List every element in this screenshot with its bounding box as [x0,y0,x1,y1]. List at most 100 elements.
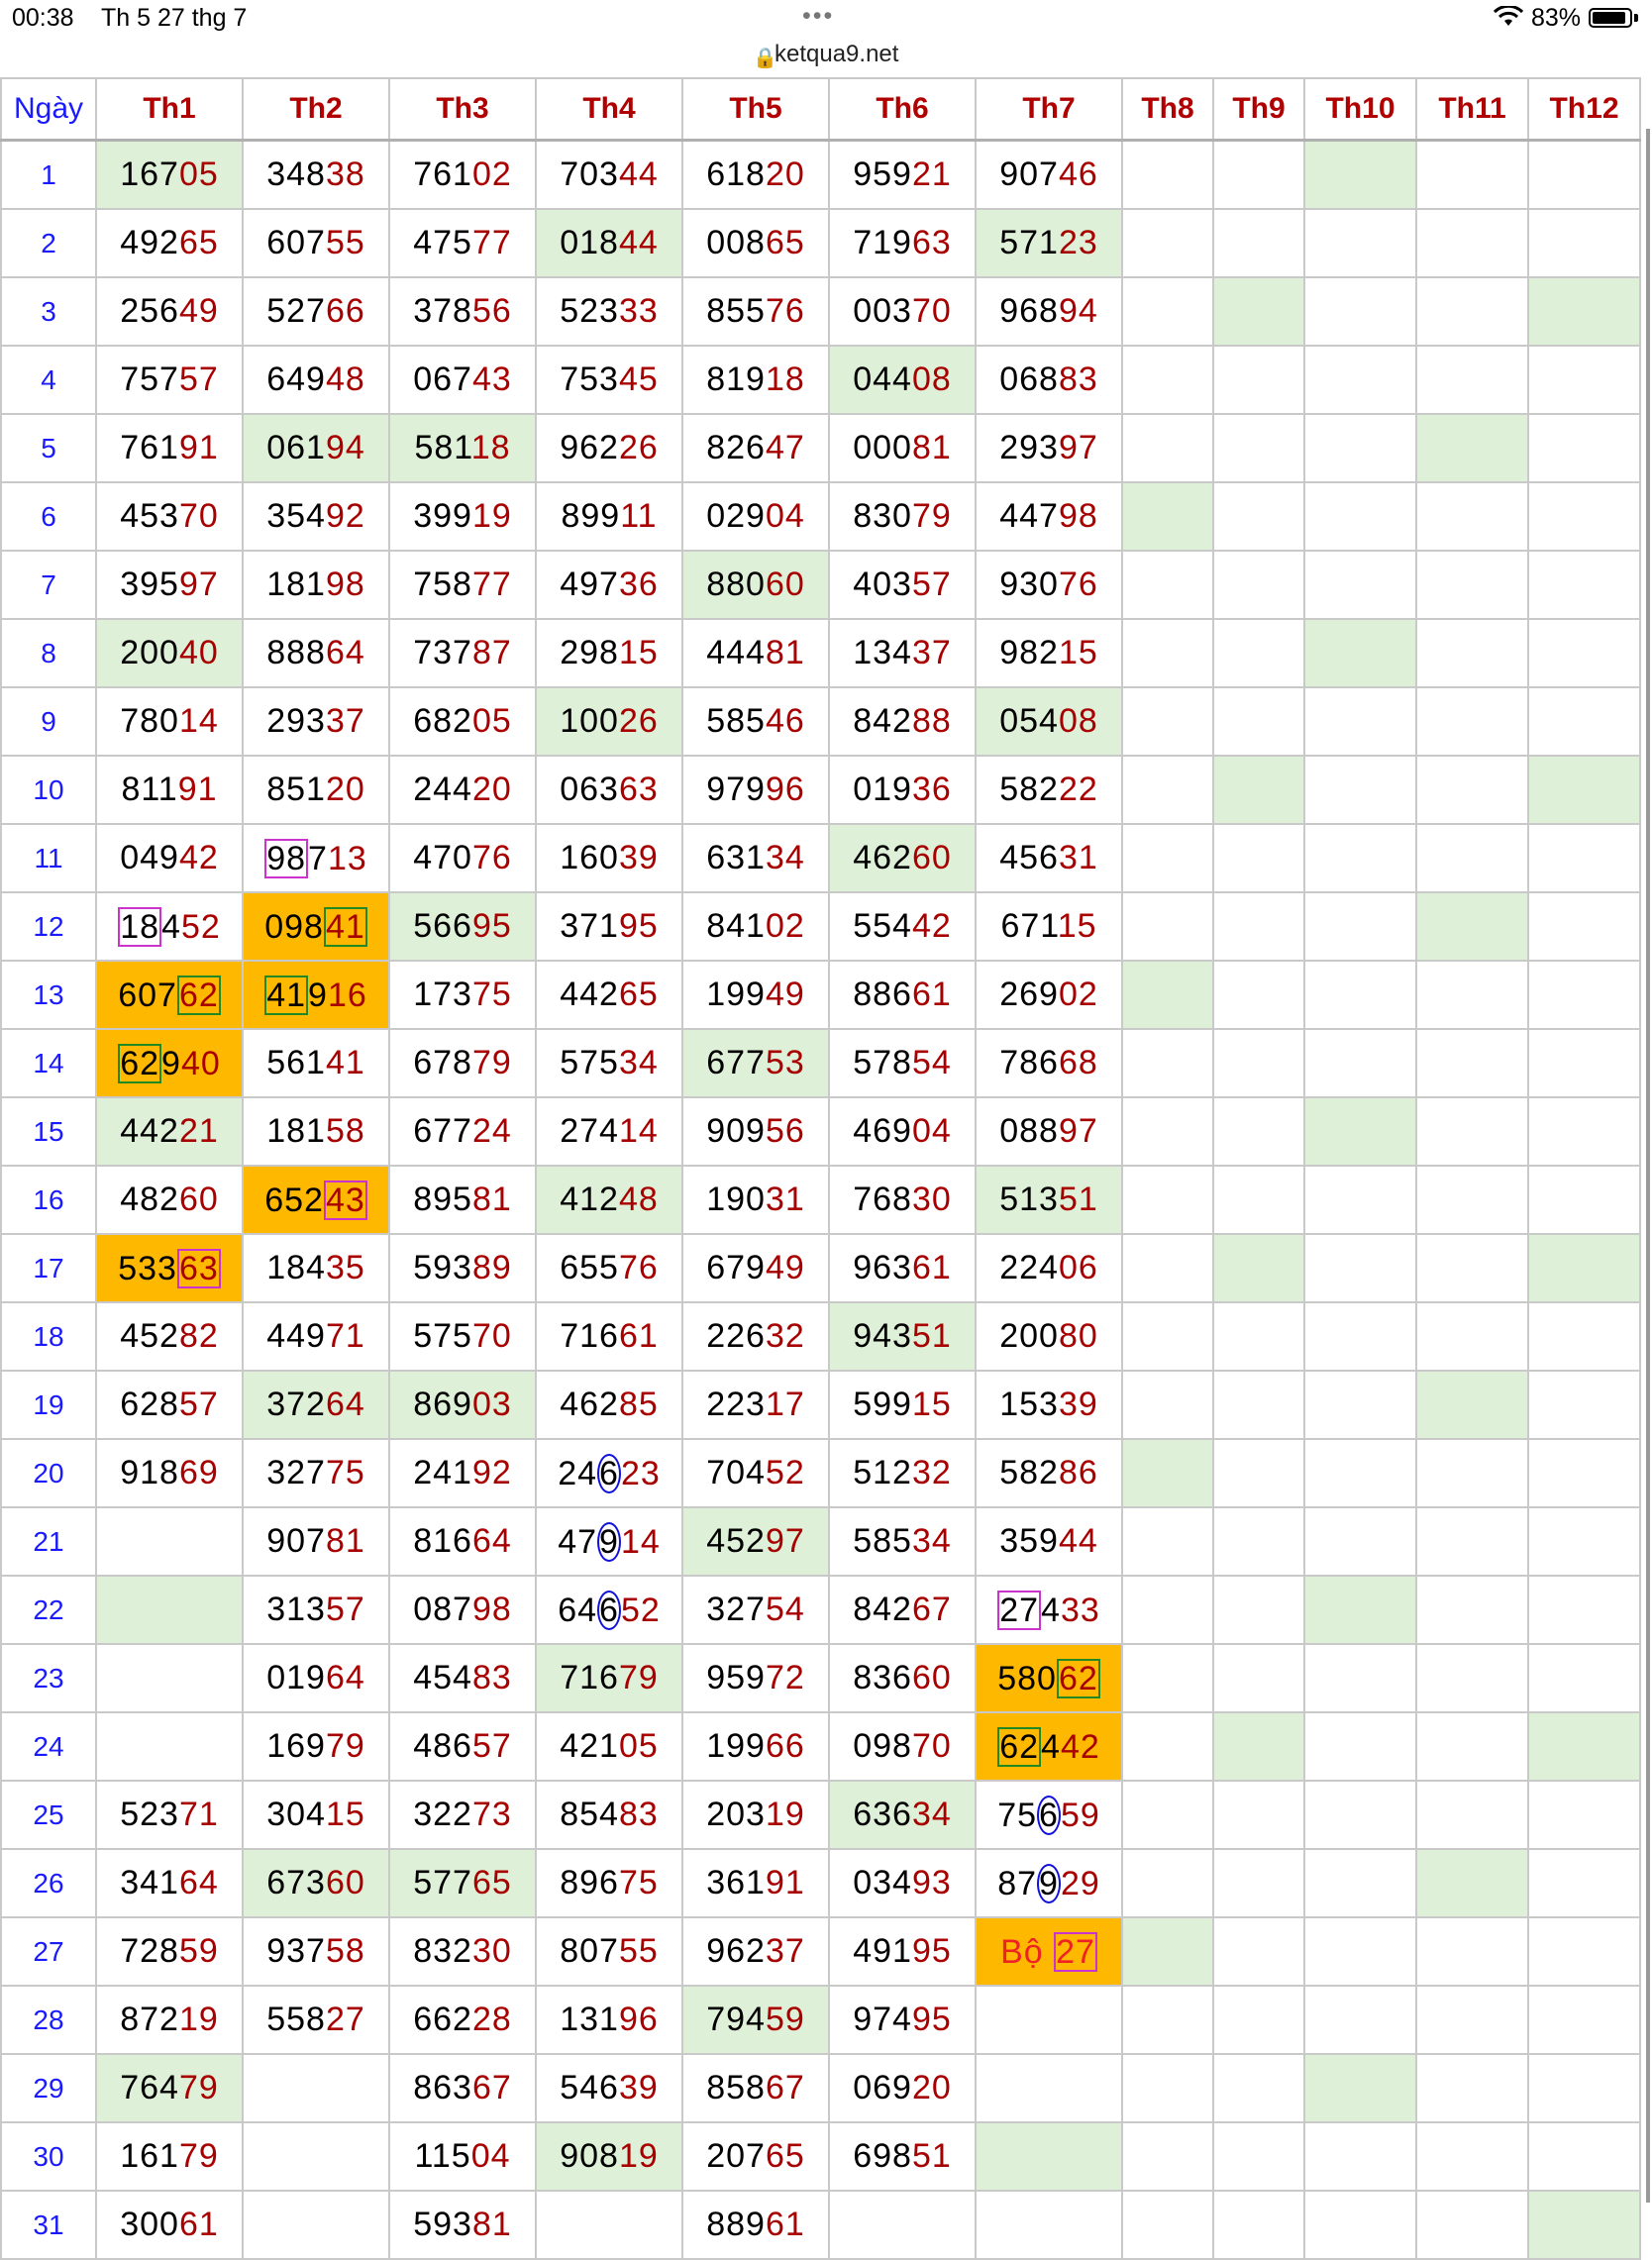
result-cell [1212,823,1305,893]
result-cell [1121,1370,1214,1440]
result-cell: 57123 [975,208,1123,278]
table-row: 21 90781 81664 47914 45297 58534 35944 [0,1506,1641,1577]
result-cell [1212,1438,1305,1508]
result-cell [1415,2121,1529,2192]
result-cell [1121,960,1214,1030]
result-cell: 54639 [535,2053,683,2123]
table-row: 7 39597 18198 75877 49736 88060 40357 93076 [0,550,1641,620]
table-row: 25 52371 30415 32273 85483 20319 63634 75659 [0,1780,1641,1850]
result-cell: 76102 [388,139,537,210]
result-cell [1303,1028,1417,1098]
result-cell: 37856 [388,276,537,347]
day-label: 25 [0,1780,97,1850]
box-marker: 62 [176,975,221,1015]
result-cell [1121,1233,1214,1303]
result-cell [1212,1985,1305,2055]
result-cell [1121,755,1214,825]
table-row: 19 62857 37264 86903 46285 22317 59915 15339 [0,1370,1641,1440]
result-cell: 58222 [975,755,1123,825]
result-cell [1527,208,1641,278]
result-cell: 39919 [388,481,537,552]
table-row: 9 78014 29337 68205 10026 58546 84288 05408 [0,686,1641,757]
result-cell: 39597 [95,550,244,620]
day-label: 26 [0,1848,97,1918]
result-cell [1415,618,1529,688]
table-row: 6 45370 35492 39919 89911 02904 83079 44798 [0,481,1641,552]
result-cell: 16979 [242,1711,390,1782]
result-cell: 13196 [535,1985,683,2055]
result-cell [1415,686,1529,757]
result-cell [1527,891,1641,962]
day-label: 20 [0,1438,97,1508]
result-cell: 67949 [681,1233,830,1303]
table-row: 30 16179 11504 90819 20765 69851 [0,2121,1641,2192]
result-cell [1121,1643,1214,1713]
result-cell [1415,1711,1529,1782]
result-cell: 46260 [828,823,977,893]
result-cell [1527,1916,1641,1987]
result-cell: 60755 [242,208,390,278]
day-label: 22 [0,1575,97,1645]
result-cell [1212,1370,1305,1440]
result-cell [1527,2121,1641,2192]
day-label: 15 [0,1096,97,1167]
result-cell [1121,1848,1214,1918]
result-cell: 29337 [242,686,390,757]
scrollbar[interactable] [1646,129,1650,2203]
result-cell: 76479 [95,2053,244,2123]
url-bar[interactable]: 🔒 ketqua9.net [0,38,1652,77]
multitask-dots-icon[interactable]: ••• [802,2,835,30]
result-cell: 85120 [242,755,390,825]
result-cell [1303,1711,1417,1782]
result-cell: 79459 [681,1985,830,2055]
result-cell: 29815 [535,618,683,688]
box-marker: 41 [264,975,309,1015]
result-cell: 20319 [681,1780,830,1850]
result-cell: 34164 [95,1848,244,1918]
result-cell: 18435 [242,1233,390,1303]
battery-icon [1589,8,1632,28]
result-cell [1303,1506,1417,1577]
result-cell: 24623 [535,1438,683,1508]
result-cell: 78014 [95,686,244,757]
table-row: 17 53363 18435 59389 65576 67949 96361 22406 [0,1233,1641,1303]
wifi-icon [1494,6,1523,26]
result-cell: 64652 [535,1575,683,1645]
result-cell: 88864 [242,618,390,688]
result-cell: 75659 [975,1780,1123,1850]
table-row: 28 87219 55827 66228 13196 79459 97495 [0,1985,1641,2055]
result-cell: 57570 [388,1301,537,1372]
result-cell [1212,1780,1305,1850]
table-row: 29 76479 86367 54639 85867 06920 [0,2053,1641,2123]
circle-marker: 9 [597,1521,621,1562]
result-cell [1212,276,1305,347]
day-label: 5 [0,413,97,483]
result-cell: 30061 [95,2190,244,2260]
result-cell: 06363 [535,755,683,825]
result-cell: 22632 [681,1301,830,1372]
result-cell [1303,1575,1417,1645]
result-cell: 00081 [828,413,977,483]
day-label: 29 [0,2053,97,2123]
table-row: 11 04942 98713 47076 16039 63134 46260 45631 [0,823,1641,893]
day-label: 28 [0,1985,97,2055]
result-cell: 62940 [95,1028,244,1098]
result-cell: 27414 [535,1096,683,1167]
table-row: 4 75757 64948 06743 75345 81918 04408 06883 [0,345,1641,415]
result-cell [1415,1575,1529,1645]
result-cell [975,2121,1123,2192]
day-label: 10 [0,755,97,825]
result-cell: 53363 [95,1233,244,1303]
result-cell [1212,1028,1305,1098]
result-cell: 58286 [975,1438,1123,1508]
result-cell: 51351 [975,1165,1123,1235]
battery-percent: 83% [1531,4,1582,32]
result-cell [1212,618,1305,688]
day-label: 6 [0,481,97,552]
result-cell [1212,550,1305,620]
result-cell [1121,2121,1214,2192]
result-cell [1121,1506,1214,1577]
result-cell [242,2121,390,2192]
lottery-table: Ngày Th1 Th2 Th3 Th4 Th5 Th6 Th7 Th8 Th9 Th10 Th11 T… [0,77,1641,2260]
result-cell [1415,1028,1529,1098]
